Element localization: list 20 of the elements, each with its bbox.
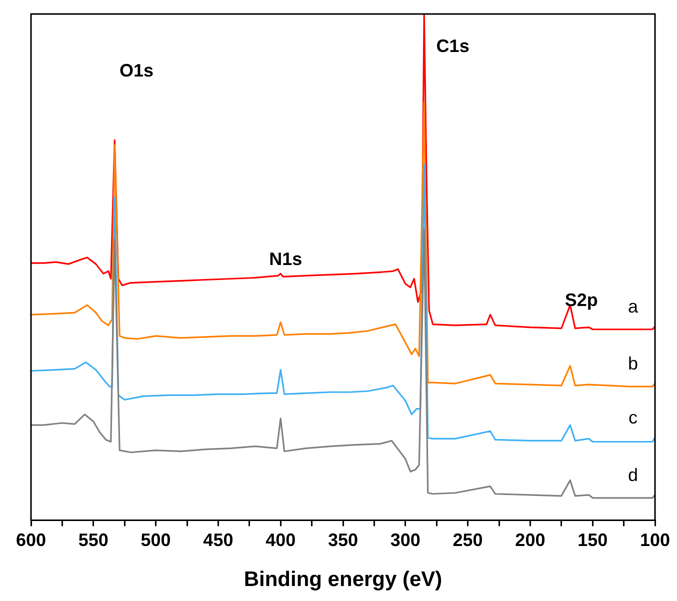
series-label: c [628,408,638,428]
x-tick-label: 100 [640,530,670,550]
x-tick-label: 150 [578,530,608,550]
x-tick-label: 600 [16,530,46,550]
x-tick-label: 350 [328,530,358,550]
series-label: a [628,296,639,316]
series-label: b [628,353,638,374]
x-tick-label: 300 [390,530,420,550]
x-tick-label: 450 [203,530,234,550]
annotation: S2p [564,290,598,310]
annotation: O1s [119,60,154,81]
annotation: N1s [269,248,302,269]
x-tick-label: 550 [78,530,108,550]
x-tick-label: 200 [515,530,546,550]
x-tick-label: 500 [140,530,171,550]
annotation: C1s [436,36,470,56]
x-axis-title: Binding energy (eV) [244,568,442,592]
x-tick-label: 250 [452,530,483,550]
x-tick-label: 400 [266,530,296,550]
series-label: d [628,464,638,485]
